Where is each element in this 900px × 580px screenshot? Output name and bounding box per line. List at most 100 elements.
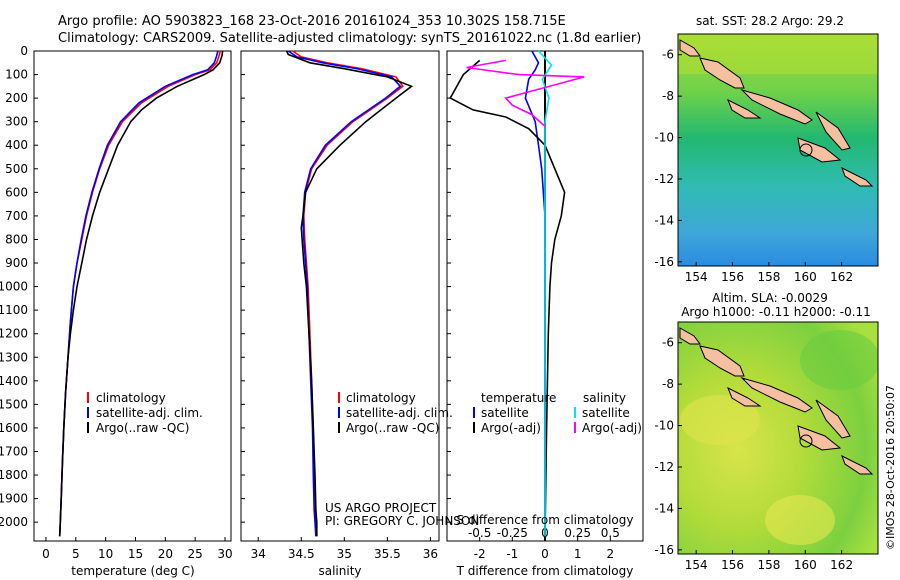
- s-tick-label: -0.25: [497, 526, 528, 540]
- island-choiseul: [699, 345, 745, 377]
- legend-label-climatology: climatology: [346, 391, 416, 405]
- x-tick-label: 25: [188, 547, 203, 561]
- s-tick-label: 0.25: [564, 526, 591, 540]
- sst-map-axes: 154 156 158 160 162 -6 -8 -10 -12 -14 -16: [654, 48, 853, 284]
- x-tick-label: -2: [474, 547, 486, 561]
- legend-swatch-satellite: [87, 407, 89, 418]
- series-line-salinity-argo-adj: [466, 59, 585, 127]
- depth-tick-label: 400: [5, 138, 28, 152]
- map-x-tick-label: 162: [830, 558, 853, 572]
- x-tick-label: 35: [337, 547, 352, 561]
- legend-swatch-argo: [338, 422, 340, 433]
- depth-tick-label: 1700: [0, 444, 28, 458]
- map-y-tick-label: -8: [662, 89, 674, 103]
- legend-swatch-argo: [87, 422, 89, 433]
- sla-map: [678, 322, 878, 554]
- sst-map-frame: [677, 33, 879, 267]
- legend-label-argo: Argo(..raw -QC): [346, 421, 439, 435]
- legend-title-temperature: temperature: [481, 391, 556, 405]
- salinity-panel-frame: [240, 50, 440, 542]
- depth-tick-label: 0: [20, 44, 28, 58]
- island-bougainville: [679, 327, 701, 345]
- island-makira: [841, 454, 874, 475]
- map-x-tick-label: 158: [757, 270, 780, 284]
- x-tick-label: 34.5: [288, 547, 315, 561]
- map-x-tick-label: 160: [794, 558, 817, 572]
- map-x-tick-label: 160: [794, 270, 817, 284]
- legend-label-satellite: satellite-adj. clim.: [346, 406, 453, 420]
- island-new-georgia: [727, 98, 762, 119]
- map-x-tick-label: 156: [721, 270, 744, 284]
- island-santa-isabel: [740, 88, 813, 125]
- island-santa-isabel: [740, 376, 813, 413]
- salinity-x-axis: 34 34.5 35 35.5 36: [251, 537, 438, 561]
- difference-legend: temperature satellite Argo(-adj) salinit…: [473, 391, 642, 435]
- depth-tick-label: 1000: [0, 280, 28, 294]
- legend-label-climatology: climatology: [96, 391, 166, 405]
- series-line-climatology: [58, 50, 222, 537]
- series-line-satellite-adj-clim: [287, 50, 402, 537]
- series-line-satellite-adj-clim: [58, 50, 219, 537]
- legend-label-s-argo: Argo(-adj): [582, 421, 642, 435]
- map-y-tick-label: -14: [654, 501, 674, 515]
- legend-swatch-climatology: [87, 392, 89, 403]
- temperature-legend: climatology satellite-adj. clim. Argo(..…: [87, 391, 203, 435]
- map-x-tick-label: 162: [830, 270, 853, 284]
- depth-tick-label: 1200: [0, 327, 28, 341]
- sla-map-title-1: Altim. SLA: -0.0029: [712, 291, 828, 305]
- credit-pi: PI: GREGORY C. JOHNSON: [325, 514, 479, 528]
- map-y-tick-label: -10: [654, 131, 674, 145]
- series-line-salinity-satellite: [537, 50, 553, 537]
- sla-map-axes: 154 156 158 160 162 -6 -8 -10 -12 -14 -16: [654, 336, 853, 572]
- map-y-tick-label: -8: [662, 377, 674, 391]
- legend-title-salinity: salinity: [583, 391, 626, 405]
- credit-project: US ARGO PROJECT: [325, 501, 437, 515]
- legend-label-satellite: satellite-adj. clim.: [96, 406, 203, 420]
- depth-tick-label: 900: [5, 256, 28, 270]
- argo-location-marker: [799, 143, 813, 157]
- salinity-x-label: salinity: [318, 564, 361, 578]
- map-x-tick-label: 154: [685, 270, 708, 284]
- island-bougainville: [679, 39, 701, 57]
- x-tick-label: 1: [574, 547, 582, 561]
- x-tick-label: 30: [217, 547, 232, 561]
- salinity-legend: climatology satellite-adj. clim. Argo(..…: [338, 391, 453, 435]
- s-tick-label: -0.5: [468, 526, 491, 540]
- series-layer: [58, 50, 585, 537]
- island-malaita: [815, 111, 851, 151]
- x-tick-label: 2: [607, 547, 615, 561]
- map-y-tick-label: -6: [662, 48, 674, 62]
- legend-swatch-s-argo: [574, 422, 576, 433]
- legend-swatch-climatology: [338, 392, 340, 403]
- x-tick-label: 34: [251, 547, 266, 561]
- map-y-tick-label: -12: [654, 172, 674, 186]
- island-makira: [841, 166, 874, 187]
- sla-low-patch: [800, 330, 878, 390]
- x-tick-label: 20: [158, 547, 173, 561]
- depth-tick-label: 600: [5, 185, 28, 199]
- series-line-argo-raw-qc: [285, 50, 414, 537]
- map-y-tick-label: -16: [654, 255, 674, 269]
- island-malaita: [815, 399, 851, 439]
- depth-tick-label: 1300: [0, 350, 28, 364]
- x-tick-label: 0: [541, 547, 549, 561]
- map-y-tick-label: -6: [662, 336, 674, 350]
- map-y-tick-label: -16: [654, 543, 674, 557]
- map-x-tick-label: 154: [685, 558, 708, 572]
- island-guadalcanal: [797, 425, 842, 451]
- depth-tick-label: 100: [5, 68, 28, 82]
- depth-tick-label: 500: [5, 162, 28, 176]
- temperature-x-label: temperature (deg C): [71, 564, 194, 578]
- depth-tick-label: 1600: [0, 421, 28, 435]
- depth-tick-label: 1100: [0, 303, 28, 317]
- legend-swatch-t-satellite: [473, 407, 475, 418]
- x-tick-label: 15: [128, 547, 143, 561]
- header-line-2: Climatology: CARS2009. Satellite-adjuste…: [58, 31, 641, 46]
- argo-location-marker: [799, 434, 813, 448]
- legend-label-argo: Argo(..raw -QC): [96, 421, 189, 435]
- map-y-tick-label: -12: [654, 460, 674, 474]
- depth-tick-label: 2000: [0, 515, 28, 529]
- x-tick-label: 36: [423, 547, 438, 561]
